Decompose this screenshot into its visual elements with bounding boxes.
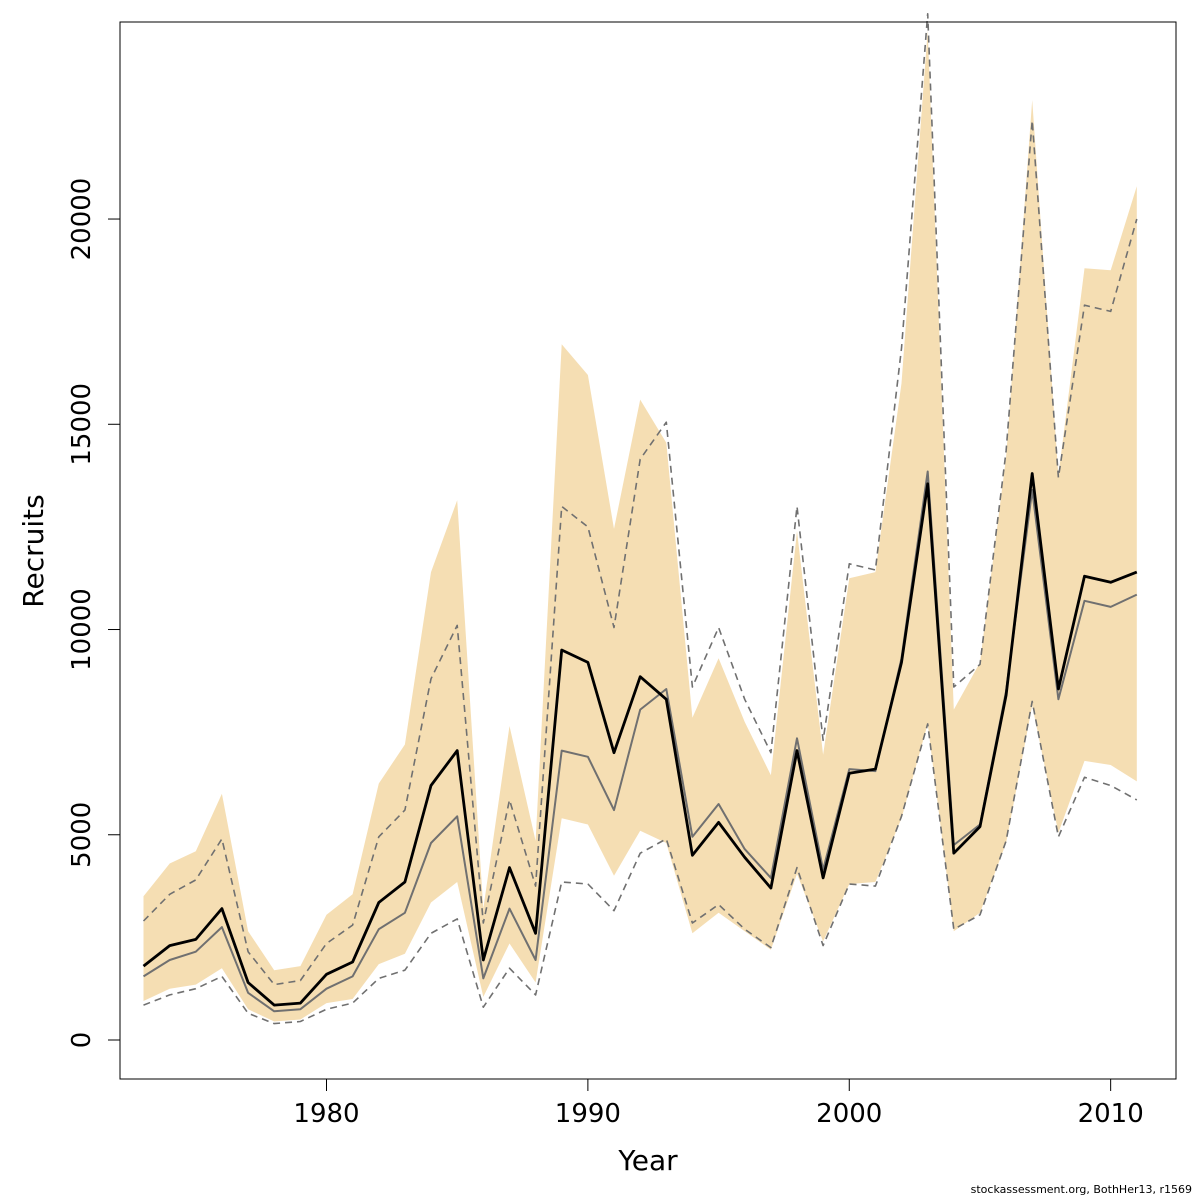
plot-frame bbox=[119, 21, 1177, 1080]
confidence-band bbox=[143, 30, 1137, 1022]
x-tick-label: 2000 bbox=[816, 1099, 882, 1129]
y-tick-label: 0 bbox=[67, 1032, 97, 1049]
x-tick-label: 1980 bbox=[293, 1099, 359, 1129]
y-tick-label: 10000 bbox=[67, 588, 97, 671]
plot-area bbox=[142, 13, 1138, 1025]
y-tick-label: 20000 bbox=[67, 178, 97, 261]
secondary-line bbox=[142, 470, 1138, 1013]
x-tick-label: 2010 bbox=[1078, 1099, 1144, 1129]
dashed-upper-line bbox=[142, 13, 1138, 986]
y-tick-label: 5000 bbox=[67, 802, 97, 868]
y-axis-title: Recruits bbox=[17, 494, 50, 607]
x-axis: 1980 1990 2000 2010 bbox=[293, 1079, 1144, 1129]
y-tick-label: 15000 bbox=[67, 383, 97, 466]
main-line bbox=[142, 472, 1138, 1007]
source-credit: stockassessment.org, BothHer13, r1569 bbox=[970, 1183, 1192, 1196]
y-axis: 0 5000 10000 15000 20000 bbox=[67, 178, 120, 1049]
x-axis-title: Year bbox=[617, 1144, 678, 1177]
x-tick-label: 1990 bbox=[555, 1099, 621, 1129]
dashed-lower-line bbox=[143, 700, 1138, 1025]
